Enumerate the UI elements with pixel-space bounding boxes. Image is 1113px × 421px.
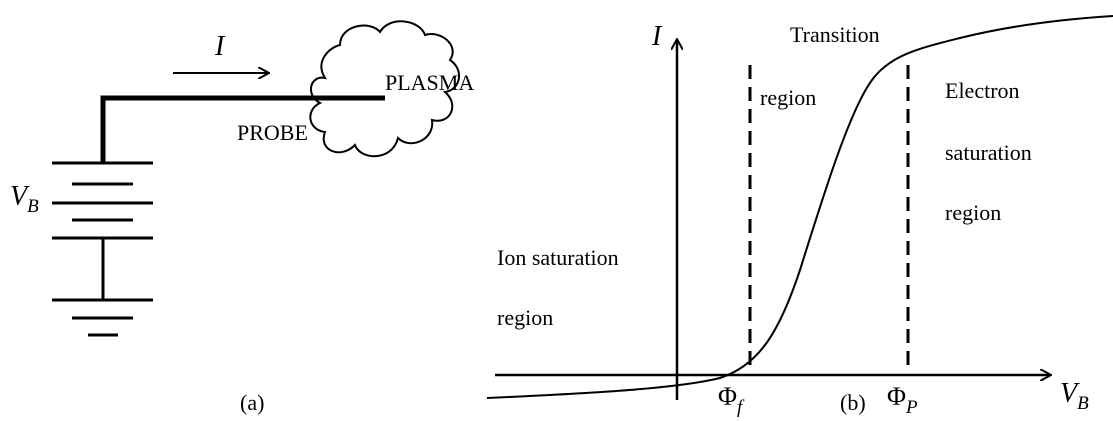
ion-label: region [497,305,553,330]
transition-label: region [760,85,816,110]
x-axis-sub: B [1077,393,1089,414]
current-label: I [214,31,226,62]
phi: Φ [887,382,906,411]
electron-label: Electron [945,78,1020,103]
battery [52,163,153,335]
plasma-potential-label: ΦP [887,382,918,418]
floating-potential-label: Φf [718,382,745,418]
ion-label: Ion saturation [497,245,619,270]
iv-curve [487,16,1113,398]
diagram: I PLASMA PROBE VB (a) I VB Transition re… [0,0,1113,421]
phi-sub: P [905,397,918,418]
voltage-label: VB [10,181,39,217]
electron-label: region [945,200,1001,225]
electron-label: saturation [945,140,1032,165]
voltage-sub: B [27,196,39,217]
y-axis-label: I [651,21,663,52]
probe-label: PROBE [237,120,308,145]
transition-label: Transition [790,22,880,47]
caption-b: (b) [840,390,866,415]
panel-a: I PLASMA PROBE VB (a) [10,21,474,415]
phi: Φ [718,382,737,411]
caption-a: (a) [240,390,264,415]
panel-b: I VB Transition region Electron saturati… [487,16,1113,418]
plasma-label: PLASMA [385,70,474,95]
phi-sub: f [737,397,745,418]
x-axis-label: VB [1060,378,1089,414]
